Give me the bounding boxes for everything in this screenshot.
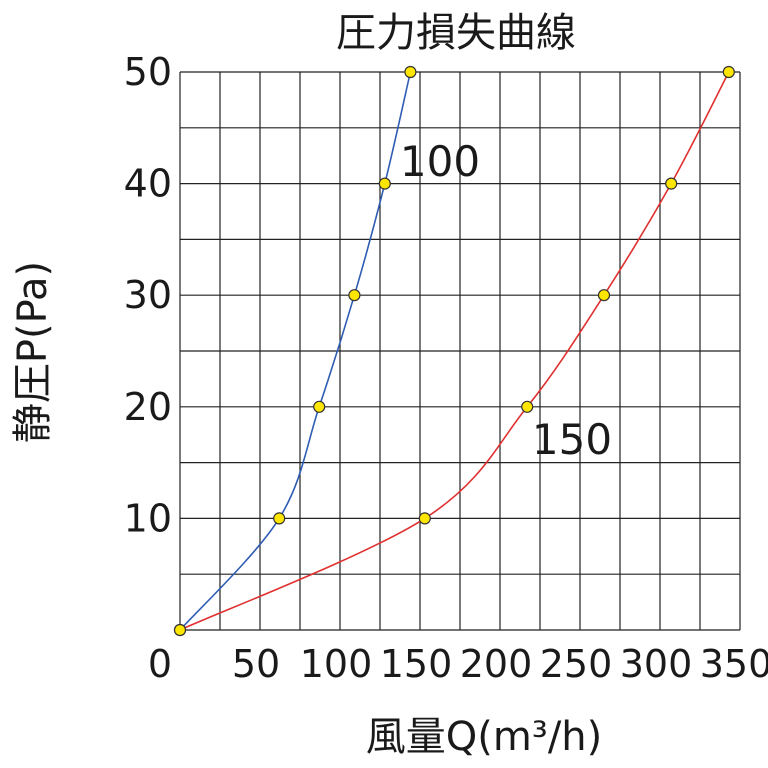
data-point-100	[404, 65, 417, 79]
x-tick-label: 100	[300, 642, 373, 686]
x-tick-label: 50	[232, 642, 280, 686]
data-point-150	[418, 512, 431, 525]
y-tick-label: 40	[124, 162, 172, 206]
y-axis-label: 静圧P(Pa)	[10, 261, 56, 443]
data-point-100	[348, 289, 361, 302]
data-point-150	[722, 65, 735, 79]
data-point-150	[173, 623, 187, 637]
x-tick-label: 350	[700, 642, 768, 686]
data-point-100	[313, 400, 326, 413]
data-point-150	[597, 289, 611, 302]
x-tick-label: 200	[460, 642, 533, 686]
series-markers	[173, 65, 735, 637]
x-tick-label: 250	[540, 642, 613, 686]
series-label-100: 100	[400, 137, 480, 186]
series-line-100	[179, 71, 412, 631]
x-axis-label: 風量Q(m³/h)	[366, 714, 603, 760]
y-tick-labels: 10 20 30 40 50	[124, 50, 172, 540]
grid	[179, 71, 741, 631]
data-point-100	[378, 177, 391, 190]
x-tick-label: 0	[148, 642, 172, 686]
x-tick-label: 300	[620, 642, 693, 686]
data-point-100	[273, 512, 286, 525]
chart-title: 圧力損失曲線	[336, 10, 576, 56]
series-label-150: 150	[532, 415, 612, 464]
y-tick-label: 10	[124, 496, 172, 540]
data-point-150	[521, 400, 534, 413]
x-tick-label: 150	[380, 642, 453, 686]
x-tick-labels: 0 50 100 150 200 250 300 350	[148, 642, 768, 686]
y-tick-label: 50	[124, 50, 172, 94]
y-tick-label: 30	[124, 273, 172, 317]
y-tick-label: 20	[124, 385, 172, 429]
data-point-150	[665, 177, 678, 190]
